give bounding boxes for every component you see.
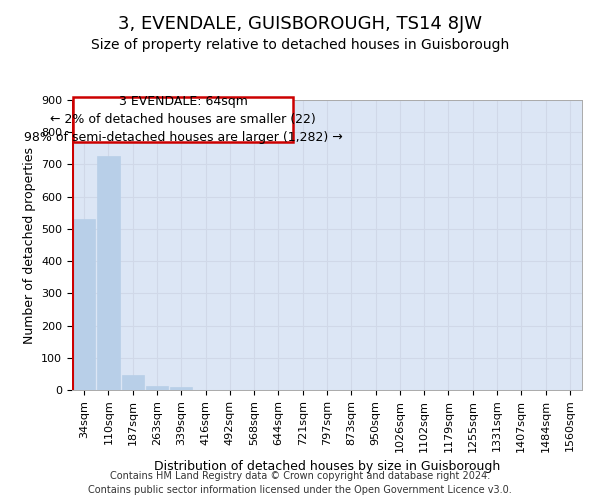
Text: Contains HM Land Registry data © Crown copyright and database right 2024.
Contai: Contains HM Land Registry data © Crown c… [88,471,512,495]
Bar [97,156,119,390]
X-axis label: Distribution of detached houses by size in Guisborough: Distribution of detached houses by size … [154,460,500,473]
Bar [73,97,293,142]
Bar [73,219,95,390]
Text: 3 EVENDALE: 64sqm
← 2% of detached houses are smaller (22)
98% of semi-detached : 3 EVENDALE: 64sqm ← 2% of detached house… [23,95,343,144]
Bar [122,375,144,390]
Text: Size of property relative to detached houses in Guisborough: Size of property relative to detached ho… [91,38,509,52]
Y-axis label: Number of detached properties: Number of detached properties [23,146,35,344]
Bar [170,387,193,390]
Bar [146,386,168,390]
Text: 3, EVENDALE, GUISBOROUGH, TS14 8JW: 3, EVENDALE, GUISBOROUGH, TS14 8JW [118,15,482,33]
